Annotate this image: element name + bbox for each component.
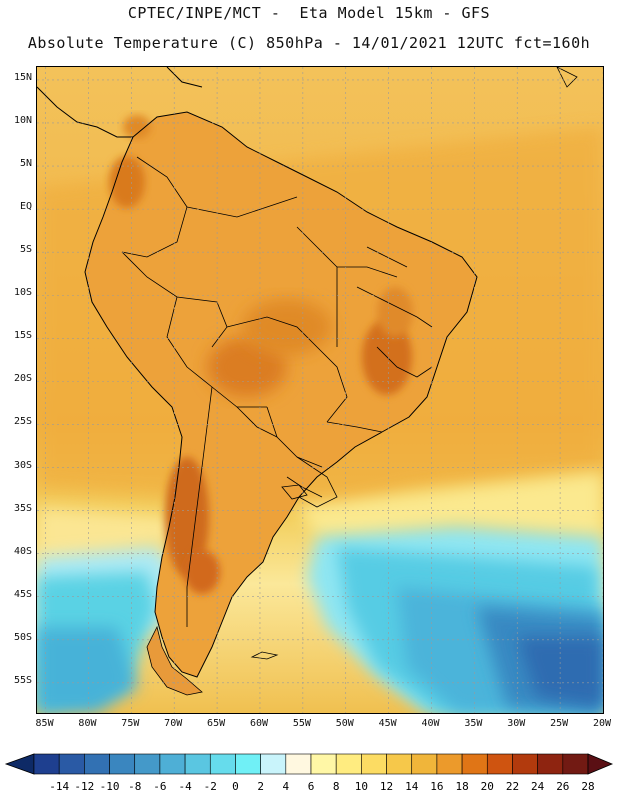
colorbar-tick-label: 24 xyxy=(531,780,545,793)
colorbar-swatch xyxy=(436,753,463,775)
colorbar-tick-label: 6 xyxy=(308,780,315,793)
title-line-1: CPTEC/INPE/MCT - Eta Model 15km - GFS xyxy=(127,4,491,22)
colorbar-tick-label: 10 xyxy=(355,780,368,793)
lon-label: 60W xyxy=(249,718,268,729)
lat-label: 10S xyxy=(13,287,32,299)
coastline xyxy=(84,111,478,678)
rio-de-la-plata xyxy=(281,484,308,500)
lon-label: 55W xyxy=(292,718,311,729)
lat-label: 15S xyxy=(13,330,32,342)
colorbar-tick-label: -2 xyxy=(204,780,217,793)
lon-label: 70W xyxy=(164,718,183,729)
lon-label: 30W xyxy=(507,718,526,729)
colorbar-tick-label: 2 xyxy=(257,780,264,793)
colorbar-tick-label: 4 xyxy=(283,780,290,793)
colorbar-tick-label: 20 xyxy=(481,780,494,793)
colorbar-swatch xyxy=(537,753,564,775)
colorbar-tick-label: 14 xyxy=(405,780,419,793)
lon-label: 65W xyxy=(207,718,226,729)
lat-label: 55S xyxy=(13,674,32,686)
lat-label: 45S xyxy=(13,588,32,600)
colorbar-tick-label: 16 xyxy=(430,780,443,793)
lat-label: 25S xyxy=(13,416,32,428)
lat-label: 40S xyxy=(13,545,32,557)
colorbar-over-arrow xyxy=(587,753,614,775)
lat-label: EQ xyxy=(19,201,32,213)
colorbar-under-arrow xyxy=(4,753,35,775)
colorbar-tick-label: 18 xyxy=(455,780,468,793)
lat-label: 15N xyxy=(13,71,32,83)
pacific-yellow-band xyxy=(37,507,197,567)
colorbar-swatch xyxy=(260,753,287,775)
caribbean-coast xyxy=(166,67,203,88)
lat-label: 50S xyxy=(13,631,32,643)
caribbean-islands xyxy=(556,67,578,88)
lat-label: 20S xyxy=(13,373,32,385)
colorbar-tick-label: 8 xyxy=(333,780,340,793)
hotspot-colombia xyxy=(109,156,145,208)
colorbar-swatch xyxy=(486,753,513,775)
colorbar-tick-label: -8 xyxy=(128,780,141,793)
colorbar-swatch xyxy=(33,753,60,775)
hotspot-patagonia xyxy=(184,550,220,594)
colorbar-swatch xyxy=(184,753,211,775)
lon-label: 80W xyxy=(78,718,97,729)
lon-label: 40W xyxy=(421,718,440,729)
colorbar-swatch xyxy=(386,753,413,775)
colorbar-swatch xyxy=(235,753,261,775)
pacific-blue xyxy=(37,627,137,713)
lat-label: 35S xyxy=(13,502,32,514)
lon-label: 25W xyxy=(550,718,569,729)
graticule xyxy=(37,67,603,713)
tierra-del-fuego xyxy=(146,625,203,696)
colorbar-tick-label: 28 xyxy=(581,780,594,793)
lat-label: 5S xyxy=(19,244,32,256)
hotspot-bahia xyxy=(377,287,413,337)
central-america-coast xyxy=(37,86,133,138)
colorbar-tick-label: -14 xyxy=(49,780,69,793)
lon-label: 35W xyxy=(464,718,483,729)
title-line-2: Absolute Temperature (C) 850hPa - 14/01/… xyxy=(27,34,591,52)
colorbar-tick-label: -12 xyxy=(74,780,94,793)
colorbar-swatch xyxy=(84,753,110,775)
colorbar-tick-label: 0 xyxy=(232,780,239,793)
temperature-map xyxy=(36,66,604,714)
colorbar-swatch xyxy=(411,753,438,775)
lon-label: 85W xyxy=(35,718,54,729)
colorbar-swatch xyxy=(562,753,589,775)
colorbar-tick-label: 22 xyxy=(506,780,519,793)
lat-label: 5N xyxy=(19,158,32,170)
colorbar-swatch xyxy=(209,753,236,775)
colorbar-swatch xyxy=(285,753,312,775)
colorbar-swatch xyxy=(361,753,387,775)
country-borders xyxy=(121,156,433,627)
colorbar-swatch xyxy=(134,753,161,775)
lon-label: 20W xyxy=(592,718,612,729)
colorbar-swatch xyxy=(512,753,538,775)
colorbar-swatch xyxy=(58,753,85,775)
colorbar-swatch xyxy=(109,753,136,775)
hotspot-venezuela xyxy=(123,115,151,139)
colorbar-swatch xyxy=(335,753,362,775)
colorbar-tick-label: -10 xyxy=(100,780,120,793)
colorbar-tick-label: 26 xyxy=(556,780,569,793)
colorbar-tick-label: 12 xyxy=(380,780,393,793)
lat-label: 10N xyxy=(13,114,32,126)
lat-label: 30S xyxy=(13,459,32,471)
lon-label: 45W xyxy=(378,718,397,729)
atlantic-yellow-band xyxy=(297,472,603,537)
colorbar-tick-label: -4 xyxy=(178,780,192,793)
hotspot-mato-grosso xyxy=(242,299,332,355)
colorbar-tick-label: -6 xyxy=(153,780,166,793)
map-canvas xyxy=(37,67,603,713)
lon-label: 50W xyxy=(335,718,354,729)
colorbar-swatch xyxy=(159,753,186,775)
colorbar-swatch xyxy=(310,753,337,775)
lon-label: 75W xyxy=(121,718,140,729)
falkland-islands xyxy=(250,651,279,660)
temperature-colorbar: -14 -12 -10 -8 -6 -4 -2 0 2 4 6 8 10 12 14 16 18 20 22 24 26… xyxy=(4,753,614,793)
colorbar-swatch xyxy=(461,753,488,775)
